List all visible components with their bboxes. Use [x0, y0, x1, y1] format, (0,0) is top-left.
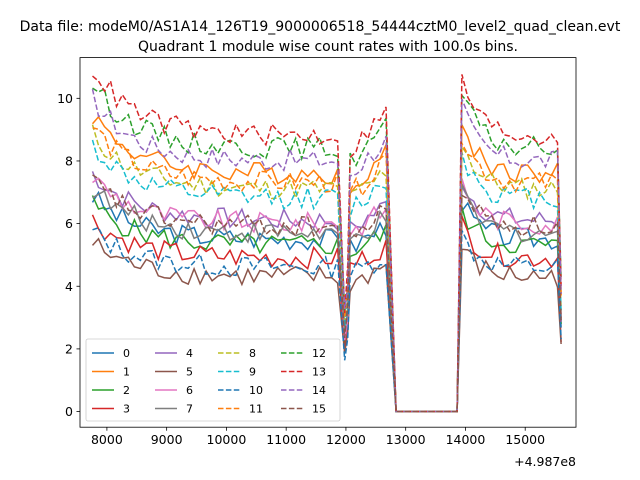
series-line-12 — [92, 87, 562, 413]
series-line-15 — [92, 174, 562, 413]
x-tick-label: 9000 — [151, 432, 183, 447]
series-line-13 — [92, 74, 562, 413]
series-line-7 — [92, 183, 562, 413]
series-line-3 — [91, 214, 562, 413]
legend-label-6: 6 — [186, 384, 193, 397]
x-axis-ticks: 8000 9000 10000 11000 12000 13000 14000 15000 — [91, 427, 545, 447]
x-tick-label: 14000 — [446, 432, 486, 447]
series-line-11 — [92, 126, 562, 413]
chart-suptitle: Data file: modeM0/AS1A14_126T19_90000065… — [20, 19, 621, 35]
legend-label-3: 3 — [123, 403, 130, 416]
series-line-14 — [91, 88, 562, 413]
legend-label-14: 14 — [312, 384, 326, 397]
series-line-5 — [91, 237, 562, 413]
y-tick-label: 0 — [65, 404, 73, 419]
series-line-2 — [91, 195, 562, 413]
y-tick-label: 10 — [57, 91, 73, 106]
y-tick-label: 2 — [65, 341, 73, 356]
legend-box — [85, 338, 341, 422]
series-line-8 — [91, 124, 562, 413]
x-offset-label: +4.987e8 — [514, 454, 576, 469]
y-tick-label: 4 — [65, 279, 73, 294]
legend-label-9: 9 — [249, 366, 256, 379]
legend-label-0: 0 — [123, 347, 130, 360]
legend-label-13: 13 — [312, 366, 326, 379]
x-tick-label: 11000 — [266, 432, 306, 447]
x-tick-label: 13000 — [386, 432, 426, 447]
legend-label-4: 4 — [186, 347, 193, 360]
x-tick-label: 10000 — [207, 432, 247, 447]
legend-label-1: 1 — [123, 366, 130, 379]
legend-label-15: 15 — [312, 403, 326, 416]
series-line-9 — [91, 139, 562, 413]
x-tick-label: 15000 — [505, 432, 545, 447]
series-line-10 — [92, 226, 562, 413]
legend-label-7: 7 — [186, 403, 193, 416]
series-lines — [91, 74, 562, 413]
legend-label-10: 10 — [249, 384, 263, 397]
x-tick-label: 12000 — [326, 432, 366, 447]
series-line-1 — [91, 115, 562, 413]
series-line-0 — [91, 190, 562, 413]
legend-label-8: 8 — [249, 347, 256, 360]
y-tick-label: 8 — [65, 153, 73, 168]
legend-label-5: 5 — [186, 366, 193, 379]
x-tick-label: 8000 — [91, 432, 123, 447]
chart-title: Quadrant 1 module wise count rates with … — [138, 39, 518, 55]
legend-label-11: 11 — [249, 403, 263, 416]
y-axis-ticks: 0 2 4 6 8 10 — [57, 91, 80, 419]
plot-frame — [79, 57, 577, 428]
legend-label-2: 2 — [123, 384, 130, 397]
legend-label-12: 12 — [312, 347, 326, 360]
y-tick-label: 6 — [65, 216, 73, 231]
